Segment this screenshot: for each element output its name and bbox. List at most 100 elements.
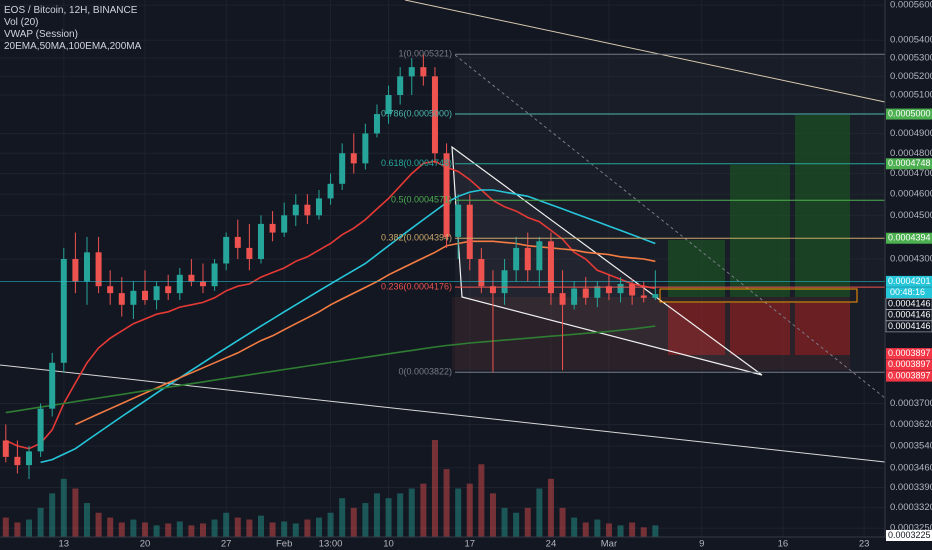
volume-bar bbox=[49, 493, 56, 537]
candle-body bbox=[443, 153, 450, 237]
candle-body bbox=[118, 293, 125, 305]
candle-body bbox=[165, 286, 172, 294]
volume-bar bbox=[211, 519, 218, 537]
y-tick-label: 0.0003620 bbox=[890, 419, 932, 430]
candle-body bbox=[281, 215, 288, 233]
volume-bar bbox=[362, 503, 369, 537]
fib-trendline bbox=[454, 54, 886, 399]
x-tick-label: 17 bbox=[464, 539, 475, 550]
fib-label: 0.382(0.0004394) bbox=[381, 233, 452, 243]
candle-body bbox=[431, 76, 438, 154]
y-tick-label: 0.0004700 bbox=[890, 168, 932, 179]
y-tick-label: 0.0004500 bbox=[890, 210, 932, 221]
volume-bar bbox=[153, 525, 160, 537]
volume-bar bbox=[257, 515, 264, 537]
candle-body bbox=[559, 293, 566, 305]
candle-body bbox=[605, 286, 612, 294]
volume-bar bbox=[72, 488, 79, 537]
volume-bar bbox=[466, 483, 473, 537]
volume-bar bbox=[95, 512, 102, 537]
candle-body bbox=[373, 114, 380, 134]
y-tick-label: 0.0003540 bbox=[890, 440, 932, 451]
volume-bar bbox=[443, 469, 450, 537]
candle-body bbox=[25, 451, 32, 466]
stop-box bbox=[795, 303, 850, 355]
volume-bar bbox=[165, 523, 172, 537]
price-label-bg bbox=[886, 370, 932, 382]
x-tick-label: Mar bbox=[601, 539, 617, 550]
x-tick-label: Feb bbox=[276, 539, 292, 550]
candle-body bbox=[141, 290, 148, 301]
moving-average bbox=[75, 240, 656, 426]
volume-bar bbox=[25, 519, 32, 537]
legend: EOS / Bitcoin, 12H, BINANCE Vol (20) VWA… bbox=[4, 5, 142, 52]
candle-body bbox=[188, 274, 195, 282]
short-zone bbox=[452, 297, 850, 370]
candle-body bbox=[455, 204, 462, 237]
x-tick-label: 13 bbox=[59, 539, 70, 550]
candle-body bbox=[269, 223, 276, 233]
candle-body bbox=[466, 204, 473, 260]
candle-body bbox=[199, 281, 206, 287]
price-label: 0.0004201 bbox=[888, 276, 931, 286]
moving-average bbox=[5, 160, 656, 450]
candle-body bbox=[60, 259, 67, 363]
x-tick-label: 23 bbox=[859, 539, 870, 550]
candle-body bbox=[408, 67, 415, 77]
x-tick-label: 10 bbox=[383, 539, 394, 550]
price-axis-bg bbox=[885, 0, 932, 550]
volume-bar bbox=[327, 512, 334, 537]
volume-bar bbox=[269, 522, 276, 537]
candle-body bbox=[385, 95, 392, 115]
y-tick-label: 0.0003700 bbox=[890, 398, 932, 409]
price-label-bg bbox=[885, 320, 932, 333]
target-box bbox=[795, 115, 850, 297]
y-tick-label: 0.0003320 bbox=[890, 502, 932, 513]
x-tick-label: 16 bbox=[778, 539, 789, 550]
indicator-label: Vol (20) bbox=[4, 17, 38, 28]
volume-bar bbox=[455, 488, 462, 537]
volume-bar bbox=[617, 525, 624, 537]
price-label-bg bbox=[886, 348, 932, 360]
candle-body bbox=[130, 290, 137, 305]
volume-bar bbox=[652, 525, 659, 537]
volume-bar bbox=[373, 493, 380, 537]
volume-bar bbox=[107, 517, 114, 537]
candle-body bbox=[640, 295, 647, 298]
volume-bar bbox=[223, 512, 230, 537]
candle-body bbox=[292, 204, 299, 216]
candle-body bbox=[211, 263, 218, 287]
fib-label: 0.786(0.0005000) bbox=[381, 108, 452, 118]
volume-bar bbox=[37, 507, 44, 537]
volume-bar bbox=[629, 522, 636, 537]
target-box bbox=[668, 240, 725, 297]
volume-bar bbox=[176, 521, 183, 537]
volume-bar bbox=[478, 464, 485, 537]
candle-body bbox=[246, 247, 253, 260]
moving-average bbox=[40, 189, 656, 464]
price-label-bg bbox=[886, 359, 932, 371]
price-label-bg bbox=[886, 530, 932, 542]
x-tick-label: 20 bbox=[140, 539, 151, 550]
candle-body bbox=[420, 67, 427, 77]
candle-body bbox=[153, 286, 160, 301]
price-label: 0.0005000 bbox=[888, 108, 931, 118]
countdown: 00:48:16 bbox=[890, 287, 925, 297]
price-label-bg bbox=[886, 275, 932, 287]
candle-body bbox=[234, 236, 241, 248]
volume-bar bbox=[489, 493, 496, 537]
candle-body bbox=[536, 241, 543, 271]
volume-bar bbox=[350, 507, 357, 537]
fib-label: 0.618(0.0004748) bbox=[381, 158, 452, 168]
volume-bar bbox=[292, 523, 299, 537]
volume-bar bbox=[304, 519, 311, 537]
candle-body bbox=[327, 183, 334, 199]
candle-body bbox=[617, 283, 624, 294]
moving-average bbox=[5, 325, 656, 414]
candle-body bbox=[339, 153, 346, 184]
volume-bar bbox=[536, 488, 543, 537]
volume-bar bbox=[513, 512, 520, 537]
